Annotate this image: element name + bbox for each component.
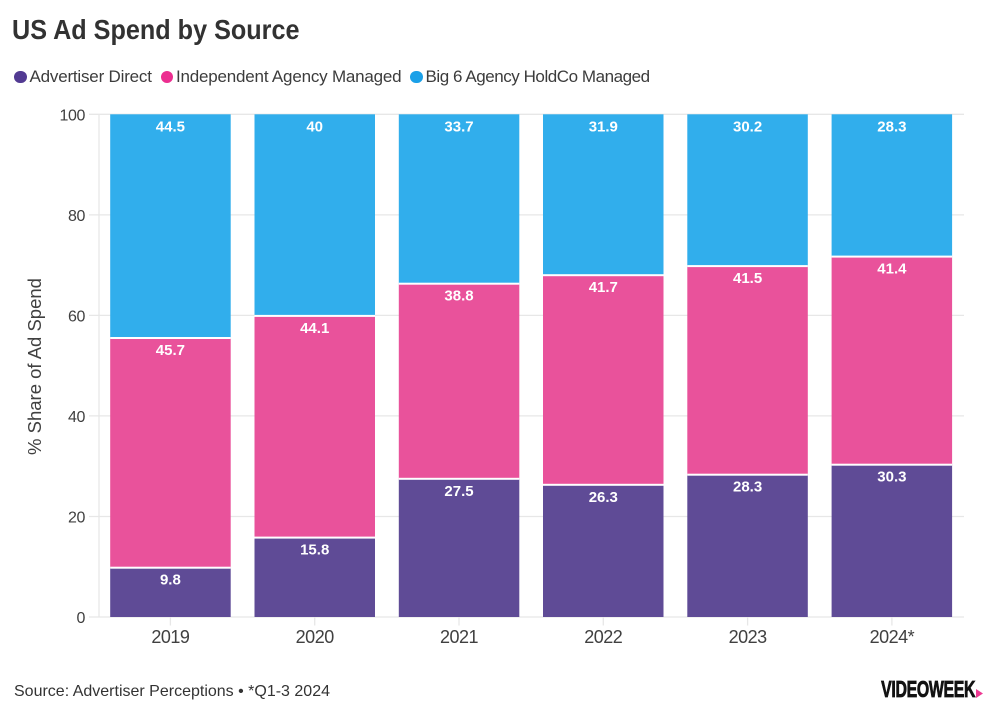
- svg-text:40: 40: [68, 409, 85, 426]
- svg-text:28.3: 28.3: [733, 479, 762, 496]
- svg-text:44.5: 44.5: [156, 118, 185, 135]
- svg-text:41.7: 41.7: [589, 279, 618, 296]
- svg-text:26.3: 26.3: [589, 489, 618, 506]
- svg-text:2019: 2019: [151, 627, 190, 647]
- svg-text:0: 0: [77, 610, 86, 627]
- svg-text:28.3: 28.3: [877, 118, 906, 135]
- svg-text:2023: 2023: [729, 627, 768, 647]
- svg-text:38.8: 38.8: [444, 288, 473, 305]
- svg-text:2022: 2022: [584, 627, 623, 647]
- svg-text:44.1: 44.1: [300, 320, 329, 337]
- svg-text:41.4: 41.4: [877, 261, 907, 278]
- svg-text:80: 80: [68, 208, 85, 225]
- svg-text:30.3: 30.3: [877, 469, 906, 486]
- svg-text:9.8: 9.8: [160, 572, 181, 589]
- svg-text:2020: 2020: [296, 627, 335, 647]
- svg-text:45.7: 45.7: [156, 342, 185, 359]
- svg-text:40: 40: [306, 118, 323, 135]
- svg-text:60: 60: [68, 308, 85, 325]
- svg-text:20: 20: [68, 510, 85, 527]
- svg-text:2024*: 2024*: [870, 627, 915, 647]
- svg-text:33.7: 33.7: [444, 118, 473, 135]
- svg-text:2021: 2021: [440, 627, 479, 647]
- svg-text:27.5: 27.5: [444, 483, 473, 500]
- svg-text:31.9: 31.9: [589, 118, 618, 135]
- svg-text:% Share of Ad Spend: % Share of Ad Spend: [24, 278, 45, 455]
- svg-text:15.8: 15.8: [300, 542, 329, 559]
- svg-text:30.2: 30.2: [733, 118, 762, 135]
- svg-text:100: 100: [60, 107, 86, 124]
- svg-text:41.5: 41.5: [733, 270, 762, 287]
